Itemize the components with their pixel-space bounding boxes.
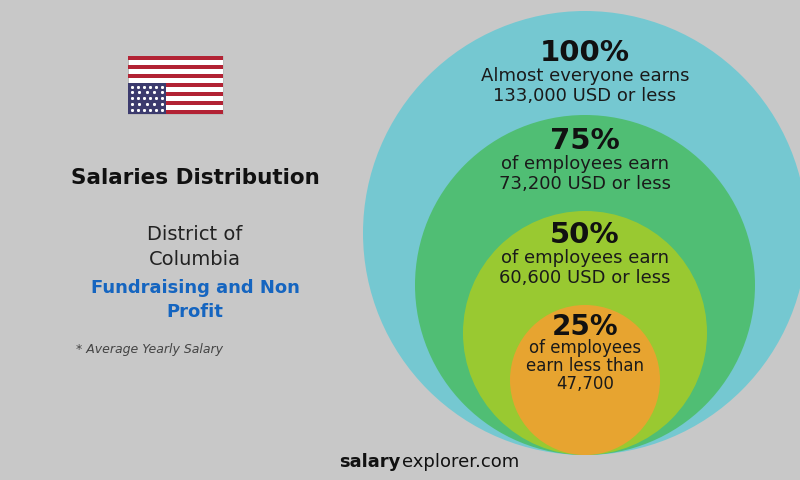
Bar [127, 83, 222, 87]
Text: of employees: of employees [529, 339, 641, 357]
Text: of employees earn: of employees earn [501, 249, 669, 267]
Text: * Average Yearly Salary: * Average Yearly Salary [77, 344, 223, 357]
Text: District of
Columbia: District of Columbia [147, 225, 242, 269]
Text: 60,600 USD or less: 60,600 USD or less [499, 269, 670, 287]
Bar [127, 109, 222, 114]
Text: Almost everyone earns: Almost everyone earns [481, 67, 690, 85]
Ellipse shape [363, 11, 800, 455]
Bar [127, 101, 222, 105]
Text: 50%: 50% [550, 221, 620, 249]
Text: explorer.com: explorer.com [402, 453, 519, 471]
Text: Fundraising and Non
Profit: Fundraising and Non Profit [90, 279, 299, 321]
Text: 73,200 USD or less: 73,200 USD or less [499, 175, 671, 193]
Text: 100%: 100% [540, 39, 630, 67]
Bar [127, 56, 222, 60]
Bar [127, 83, 166, 114]
Bar [127, 56, 222, 114]
Ellipse shape [510, 305, 660, 455]
Text: of employees earn: of employees earn [501, 155, 669, 173]
Ellipse shape [415, 115, 755, 455]
Text: 47,700: 47,700 [556, 375, 614, 393]
Bar [127, 74, 222, 78]
Bar [127, 65, 222, 70]
Text: 133,000 USD or less: 133,000 USD or less [494, 87, 677, 105]
Ellipse shape [463, 211, 707, 455]
Text: 75%: 75% [550, 127, 620, 155]
Text: earn less than: earn less than [526, 357, 644, 375]
Text: salary: salary [338, 453, 400, 471]
Text: Salaries Distribution: Salaries Distribution [70, 168, 319, 188]
Bar [127, 92, 222, 96]
Text: 25%: 25% [552, 313, 618, 341]
